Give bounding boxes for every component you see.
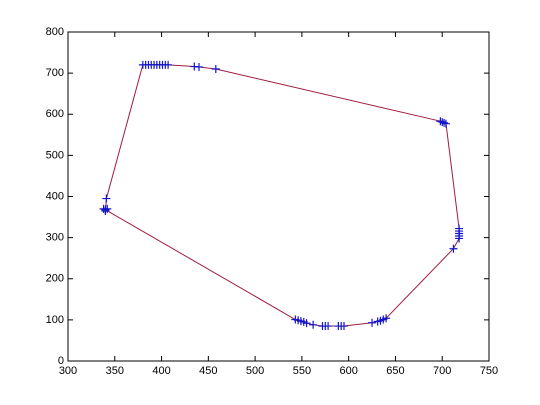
x-tick-label: 450: [199, 365, 217, 377]
data-marker: [438, 118, 447, 127]
data-marker: [449, 244, 458, 253]
data-marker: [164, 60, 173, 69]
plot-area: [67, 31, 490, 362]
y-tick-label: 700: [46, 67, 64, 79]
data-marker: [102, 194, 111, 203]
data-marker: [211, 65, 220, 74]
y-tick-label: 500: [46, 149, 64, 161]
x-tick-label: 350: [106, 365, 124, 377]
x-tick-label: 400: [152, 365, 170, 377]
data-marker: [441, 119, 450, 128]
x-tick-label: 600: [339, 365, 357, 377]
x-tick-label: 650: [386, 365, 404, 377]
x-tick-label: 550: [293, 365, 311, 377]
data-marker: [291, 315, 300, 324]
data-marker: [309, 320, 318, 329]
data-marker: [440, 118, 449, 127]
data-marker: [194, 62, 203, 71]
data-marker: [373, 317, 382, 326]
x-tick-label: 300: [59, 365, 77, 377]
y-tick-label: 0: [58, 355, 64, 367]
x-tick-label: 750: [480, 365, 498, 377]
y-tick-label: 600: [46, 108, 64, 120]
y-tick-label: 100: [46, 314, 64, 326]
y-tick-label: 400: [46, 190, 64, 202]
data-marker: [334, 322, 343, 331]
data-marker: [368, 318, 377, 327]
data-marker: [101, 206, 110, 215]
data-marker: [455, 234, 464, 243]
data-marker: [103, 204, 112, 213]
data-marker: [436, 117, 445, 126]
x-tick-label: 700: [433, 365, 451, 377]
y-tick-label: 300: [46, 232, 64, 244]
y-tick-label: 800: [46, 26, 64, 38]
x-tick-label: 500: [246, 365, 264, 377]
data-marker: [318, 322, 327, 331]
y-tick-label: 200: [46, 273, 64, 285]
